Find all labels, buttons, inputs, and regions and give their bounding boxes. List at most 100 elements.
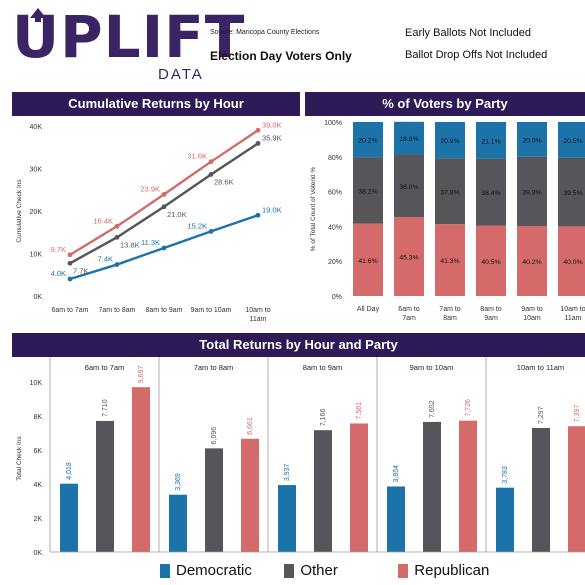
y-tick-label: 80% xyxy=(328,155,342,162)
data-point xyxy=(114,223,120,229)
segment-label: 38.4% xyxy=(481,190,500,197)
stack-segment xyxy=(476,122,506,159)
bar xyxy=(205,448,223,552)
logo-subtitle: DATA xyxy=(158,66,204,83)
segment-label: 38.2% xyxy=(358,188,377,195)
stack-segment xyxy=(435,158,465,225)
data-label: 31.6K xyxy=(187,152,207,161)
bar xyxy=(496,487,514,552)
data-label: 16.4K xyxy=(93,216,113,225)
data-label: 7.4K xyxy=(98,255,113,264)
line-chart-title: Cumulative Returns by Hour xyxy=(12,92,300,116)
stack-segment xyxy=(476,158,506,226)
stack-segment xyxy=(435,122,465,159)
data-label: 21.0K xyxy=(167,210,187,219)
segment-label: 41.6% xyxy=(358,258,377,265)
panel-label: 6am to 7am xyxy=(85,363,125,372)
bar xyxy=(60,483,78,552)
bar xyxy=(568,426,585,552)
panel-label: 8am to 9am xyxy=(303,363,343,372)
legend-label-democratic: Democratic xyxy=(176,562,252,580)
stack-segment xyxy=(353,157,383,224)
segment-label: 40.0% xyxy=(563,259,582,266)
data-label: 15.2K xyxy=(187,221,207,230)
segment-label: 40.2% xyxy=(522,259,541,266)
segment-label: 39.5% xyxy=(563,190,582,197)
y-axis-label: Total Check Ins xyxy=(16,436,23,481)
data-point xyxy=(67,252,73,258)
bar xyxy=(314,430,332,552)
y-tick-label: 60% xyxy=(328,190,342,197)
data-point xyxy=(161,192,167,197)
data-point xyxy=(208,159,214,165)
stack-segment xyxy=(558,226,585,296)
segment-label: 41.3% xyxy=(440,258,459,265)
segment-label: 39.8% xyxy=(522,189,541,196)
legend-swatch-other xyxy=(284,563,295,578)
y-tick-label: 20% xyxy=(328,259,342,266)
data-label: 23.9K xyxy=(140,184,160,193)
data-label: 13.8K xyxy=(120,240,140,249)
stack-segment xyxy=(394,154,424,218)
bar xyxy=(423,421,441,552)
bar-value-label: 7,297 xyxy=(538,406,545,424)
bar xyxy=(459,420,477,552)
logo: UPLIFT xyxy=(12,3,246,71)
x-tick-label: 9am to 10am xyxy=(191,307,232,314)
up-arrow-icon xyxy=(30,8,46,22)
data-point xyxy=(67,260,73,266)
data-point xyxy=(208,229,214,234)
y-tick-label: 40% xyxy=(328,224,342,231)
bar xyxy=(350,423,368,552)
data-label: 11.3K xyxy=(141,238,160,247)
data-label: 28.6K xyxy=(214,177,234,186)
bar-value-label: 7,397 xyxy=(574,405,581,423)
bar-value-label: 4,018 xyxy=(66,462,73,480)
stack-segment xyxy=(353,223,383,296)
stack-segment xyxy=(517,226,547,296)
bar-value-label: 7,166 xyxy=(320,409,327,427)
x-tick-label: 11am xyxy=(565,315,582,322)
panel-label: 10am to 11am xyxy=(517,363,564,372)
legend-swatch-republican xyxy=(398,563,409,578)
data-label: 4.0K xyxy=(51,269,66,278)
data-point xyxy=(67,276,73,282)
x-tick-label: 9am xyxy=(484,315,498,322)
source-note: Source: Maricopa County Elections xyxy=(210,29,320,36)
data-point xyxy=(255,141,261,146)
y-tick-label: 8K xyxy=(33,414,42,421)
x-tick-label: 10am to xyxy=(245,307,270,314)
party-percent-chart: 0% 20% 40% 60% 80% 100% % of Total Count of Vo… xyxy=(310,120,585,322)
data-point xyxy=(114,234,120,240)
segment-label: 20.5% xyxy=(563,138,582,145)
cumulative-line-chart: 0K 10K 20K 30K 40K Cumulative Check Ins 6am to… xyxy=(16,120,282,323)
y-tick-label: 10K xyxy=(30,252,43,259)
bar-value-label: 9,697 xyxy=(138,366,145,384)
y-tick-label: 6K xyxy=(33,448,42,455)
y-tick-label: 0K xyxy=(33,294,42,301)
segment-label: 20.2% xyxy=(358,138,377,145)
bar xyxy=(532,427,550,552)
stack-segment xyxy=(558,157,585,227)
x-tick-label: 7am to xyxy=(439,306,461,313)
bar-value-label: 3,369 xyxy=(175,473,182,491)
legend-label-other: Other xyxy=(300,562,338,580)
bar-value-label: 7,561 xyxy=(356,402,363,420)
bar-value-label: 3,937 xyxy=(284,463,291,481)
bar-value-label: 7,710 xyxy=(102,399,109,417)
bar xyxy=(132,387,150,552)
returns-by-hour-chart: 0K 2K 4K 6K 8K 10K Total Check Ins 6am to 7am 4,… xyxy=(16,357,585,557)
segment-label: 18.8% xyxy=(399,136,418,143)
stack-segment xyxy=(476,225,506,296)
x-tick-label: 8am xyxy=(443,315,457,322)
bar-value-label: 7,726 xyxy=(465,399,472,417)
data-point xyxy=(255,127,261,133)
segment-label: 40.5% xyxy=(481,259,500,266)
note-early-ballots: Early Ballots Not Included xyxy=(405,27,531,39)
grouped-chart-title: Total Returns by Hour and Party xyxy=(12,333,585,357)
data-point xyxy=(161,204,167,210)
panel-label: 7am to 8am xyxy=(194,363,234,372)
stack-segment xyxy=(353,122,383,158)
x-tick-label: 11am xyxy=(250,316,267,323)
x-tick-label: 10am to xyxy=(560,306,585,313)
